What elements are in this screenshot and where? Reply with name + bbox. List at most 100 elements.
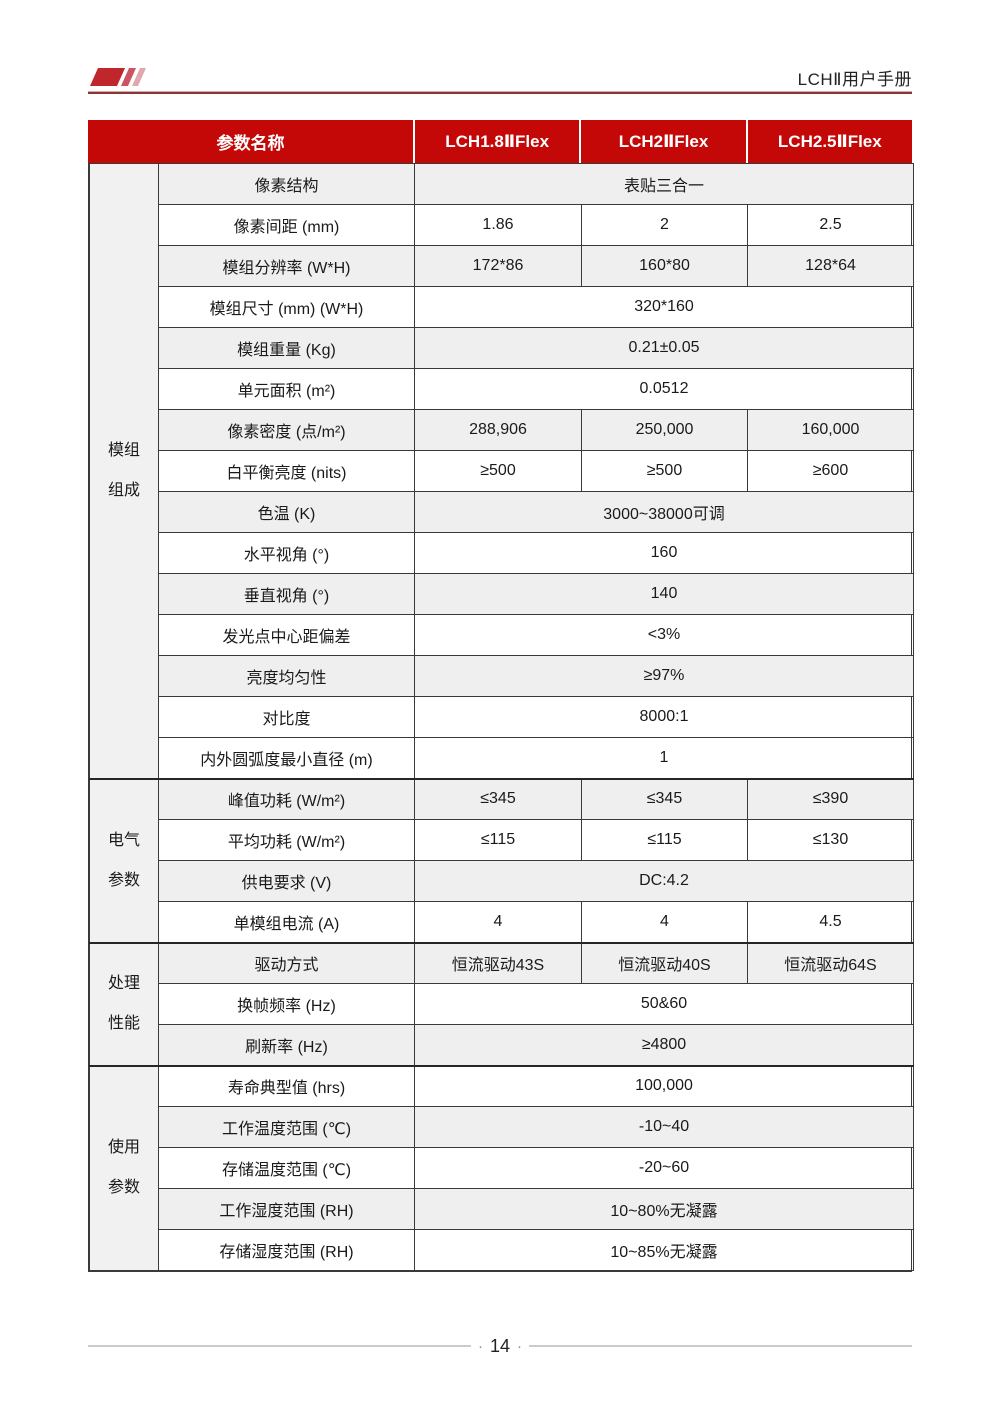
value-cell: 8000:1 [414, 696, 914, 738]
table-row: 色温 (K) 3000~38000可调 [90, 491, 914, 533]
value-cell: ≤115 [581, 819, 748, 861]
param-label: 单元面积 (m²) [158, 368, 415, 410]
value-cell: 140 [414, 573, 914, 615]
value-cell: ≥97% [414, 655, 914, 697]
value-cell: DC:4.2 [414, 860, 914, 902]
value-cell: ≥600 [747, 450, 914, 492]
group-label-line: 参数 [107, 871, 140, 889]
column-header-product-1: LCH1.8ⅡFlex [413, 120, 579, 163]
value-cell: 1.86 [414, 204, 582, 246]
value-cell: 0.0512 [414, 368, 914, 410]
value-cell: 160,000 [747, 409, 914, 451]
param-label: 存储湿度范围 (RH) [158, 1229, 415, 1271]
table-row: 亮度均匀性 ≥97% [90, 655, 914, 697]
page-header: LCHⅡ用户手册 [88, 62, 912, 92]
param-label: 亮度均匀性 [158, 655, 415, 697]
value-cell: 160*80 [581, 245, 748, 287]
group-label-line: 电气 [107, 831, 140, 849]
table-row: 模组分辨率 (W*H) 172*86 160*80 128*64 [90, 245, 914, 287]
table-row: 单模组电流 (A) 4 4 4.5 [90, 901, 914, 943]
param-label: 模组分辨率 (W*H) [158, 245, 415, 287]
value-cell: 3000~38000可调 [414, 491, 914, 533]
value-cell: 0.21±0.05 [414, 327, 914, 369]
group-cell-4: 使用 参数 [89, 1064, 159, 1271]
value-cell: ≥4800 [414, 1024, 914, 1066]
value-cell: 4 [581, 901, 748, 943]
value-cell: ≥500 [581, 450, 748, 492]
table-row: 模组重量 (Kg) 0.21±0.05 [90, 327, 914, 369]
value-cell: 恒流驱动43S [414, 941, 582, 984]
table-row: 平均功耗 (W/m²) ≤115 ≤115 ≤130 [90, 819, 914, 861]
table-row: 对比度 8000:1 [90, 696, 914, 738]
value-cell: 恒流驱动64S [747, 941, 914, 984]
group-cell-2: 电气 参数 [89, 777, 159, 943]
param-label: 内外圆弧度最小直径 (m) [158, 737, 415, 779]
group-cell-3: 处理 性能 [89, 941, 159, 1066]
param-label: 模组重量 (Kg) [158, 327, 415, 369]
logo-parallelogram-icon [89, 68, 126, 86]
footer-rule-right [529, 1345, 912, 1347]
value-cell: 2 [581, 204, 748, 246]
table-row: 工作温度范围 (℃) -10~40 [90, 1106, 914, 1148]
page-footer: · 14 · [88, 1334, 912, 1358]
value-cell: <3% [414, 614, 914, 656]
value-cell: 表贴三合一 [414, 163, 914, 205]
param-label: 白平衡亮度 (nits) [158, 450, 415, 492]
value-cell: 4 [414, 901, 582, 943]
value-cell: 2.5 [747, 204, 914, 246]
table-row: 存储湿度范围 (RH) 10~85%无凝露 [90, 1229, 914, 1271]
table-body: 模组 组成 像素结构 表贴三合一 像素间距 (mm) 1.86 2 2.5 模组分辨率 (W*H… [88, 163, 914, 1272]
group-cell-1: 模组 组成 [89, 163, 159, 779]
param-label: 对比度 [158, 696, 415, 738]
param-label: 发光点中心距偏差 [158, 614, 415, 656]
value-cell: 250,000 [581, 409, 748, 451]
table-row: 模组 组成 像素结构 表贴三合一 [89, 163, 914, 779]
value-cell: 4.5 [747, 901, 914, 943]
value-cell: 172*86 [414, 245, 582, 287]
table-row: 存储温度范围 (℃) -20~60 [90, 1147, 914, 1189]
table-row: 垂直视角 (°) 140 [90, 573, 914, 615]
value-cell: ≥500 [414, 450, 582, 492]
column-header-param-name: 参数名称 [216, 134, 285, 153]
param-label: 驱动方式 [158, 941, 415, 984]
param-label: 刷新率 (Hz) [158, 1024, 415, 1066]
param-label: 模组尺寸 (mm) (W*H) [158, 286, 415, 328]
group-label-line: 性能 [107, 1015, 140, 1032]
param-label: 峰值功耗 (W/m²) [158, 777, 415, 820]
value-cell: ≤115 [414, 819, 582, 861]
group-label-line: 使用 [107, 1139, 140, 1157]
param-label: 换帧频率 (Hz) [158, 983, 415, 1025]
param-label: 寿命典型值 (hrs) [158, 1064, 415, 1107]
value-cell: ≤130 [747, 819, 914, 861]
group-label-line: 参数 [107, 1179, 140, 1197]
value-cell: 288,906 [414, 409, 582, 451]
table-row: 处理 性能 驱动方式 恒流驱动43S 恒流驱动40S 恒流驱动64S [89, 941, 914, 1066]
value-cell: 160 [414, 532, 914, 574]
column-header-product-2: LCH2ⅡFlex [579, 120, 745, 163]
table-row: 供电要求 (V) DC:4.2 [90, 860, 914, 902]
param-label: 色温 (K) [158, 491, 415, 533]
table-row: 像素间距 (mm) 1.86 2 2.5 [90, 204, 914, 246]
table-row: 电气 参数 峰值功耗 (W/m²) ≤345 ≤345 ≤390 [89, 777, 914, 943]
footer-rule-left [88, 1345, 471, 1347]
param-label: 单模组电流 (A) [158, 901, 415, 943]
table-row: 使用 参数 寿命典型值 (hrs) 100,000 [89, 1064, 914, 1271]
param-label: 像素密度 (点/m²) [158, 409, 415, 451]
footer-dot-left: · [477, 1337, 483, 1355]
param-label: 垂直视角 (°) [158, 573, 415, 615]
table-row: 白平衡亮度 (nits) ≥500 ≥500 ≥600 [90, 450, 914, 492]
value-cell: -10~40 [414, 1106, 914, 1148]
table-row: 发光点中心距偏差 <3% [90, 614, 914, 656]
value-cell: ≤345 [414, 777, 582, 820]
table-row: 像素密度 (点/m²) 288,906 250,000 160,000 [90, 409, 914, 451]
value-cell: 100,000 [414, 1064, 914, 1107]
table-row: 水平视角 (°) 160 [90, 532, 914, 574]
table-row: 模组尺寸 (mm) (W*H) 320*160 [90, 286, 914, 328]
value-cell: 10~80%无凝露 [414, 1188, 914, 1230]
table-row: 换帧频率 (Hz) 50&60 [90, 983, 914, 1025]
param-label: 工作湿度范围 (RH) [158, 1188, 415, 1230]
value-cell: 320*160 [414, 286, 914, 328]
table-row: 刷新率 (Hz) ≥4800 [90, 1024, 914, 1066]
value-cell: 128*64 [747, 245, 914, 287]
